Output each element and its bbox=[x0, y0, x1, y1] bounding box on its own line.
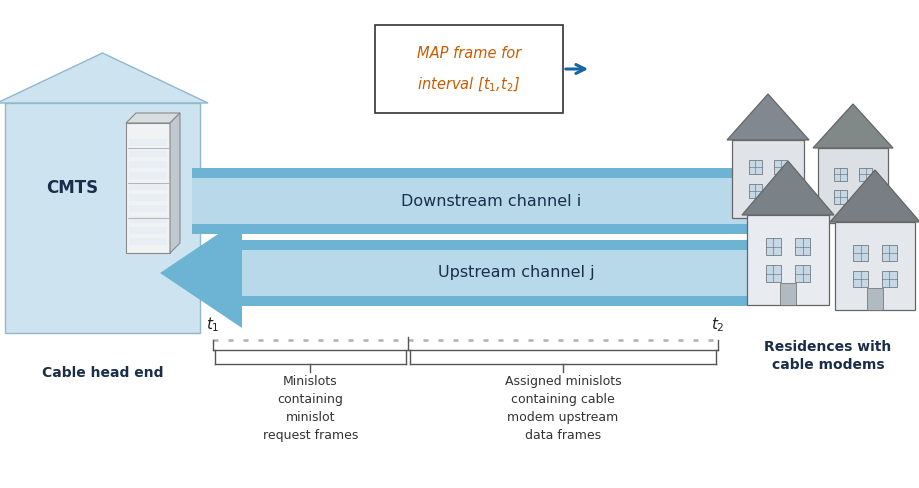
Bar bbox=[129, 172, 167, 179]
Text: interval [$t_1$,$t_2$]: interval [$t_1$,$t_2$] bbox=[417, 76, 520, 94]
Polygon shape bbox=[242, 250, 759, 296]
Bar bbox=[881, 271, 896, 287]
Polygon shape bbox=[746, 215, 828, 305]
Polygon shape bbox=[5, 103, 199, 333]
Bar bbox=[845, 204, 859, 223]
Text: Upstream channel j: Upstream channel j bbox=[437, 265, 594, 281]
Polygon shape bbox=[817, 148, 887, 223]
Polygon shape bbox=[170, 113, 180, 253]
Bar bbox=[765, 265, 779, 282]
Bar bbox=[129, 227, 167, 234]
Text: $t_2$: $t_2$ bbox=[710, 315, 724, 334]
Polygon shape bbox=[192, 178, 759, 224]
Bar bbox=[765, 239, 779, 255]
Polygon shape bbox=[726, 94, 808, 140]
Bar bbox=[866, 288, 882, 310]
Bar bbox=[834, 167, 845, 181]
Text: Downstream channel i: Downstream channel i bbox=[401, 194, 581, 208]
Bar bbox=[779, 283, 795, 305]
Bar bbox=[375, 25, 562, 113]
Bar bbox=[748, 183, 761, 198]
Bar bbox=[129, 238, 167, 245]
Polygon shape bbox=[834, 222, 914, 310]
Bar bbox=[881, 245, 896, 261]
Bar bbox=[853, 271, 867, 287]
Text: Minislots
containing
minislot
request frames: Minislots containing minislot request fr… bbox=[263, 375, 357, 442]
Bar bbox=[748, 160, 761, 174]
Polygon shape bbox=[126, 123, 170, 253]
Bar bbox=[795, 239, 810, 255]
Polygon shape bbox=[812, 104, 892, 148]
Polygon shape bbox=[160, 218, 759, 328]
Bar bbox=[795, 265, 810, 282]
Text: Cable head end: Cable head end bbox=[41, 366, 163, 380]
Polygon shape bbox=[829, 170, 919, 222]
Bar bbox=[129, 205, 167, 212]
Bar bbox=[774, 160, 787, 174]
Text: CMTS: CMTS bbox=[46, 179, 98, 197]
Bar bbox=[129, 161, 167, 168]
Bar bbox=[129, 150, 167, 157]
Polygon shape bbox=[192, 146, 800, 256]
Bar bbox=[129, 194, 167, 201]
Bar bbox=[858, 167, 871, 181]
Polygon shape bbox=[742, 161, 834, 215]
Bar bbox=[129, 216, 167, 223]
Bar bbox=[129, 139, 167, 146]
Polygon shape bbox=[126, 113, 180, 123]
Bar bbox=[858, 190, 871, 203]
Text: Residences with
cable modems: Residences with cable modems bbox=[764, 340, 891, 372]
Polygon shape bbox=[732, 140, 803, 218]
Text: $t_1$: $t_1$ bbox=[206, 315, 220, 334]
Polygon shape bbox=[0, 53, 208, 103]
Text: MAP frame for: MAP frame for bbox=[416, 46, 520, 61]
Bar bbox=[853, 245, 867, 261]
Bar bbox=[774, 183, 787, 198]
Bar bbox=[760, 199, 775, 218]
Bar bbox=[129, 183, 167, 190]
Text: Assigned minislots
containing cable
modem upstream
data frames: Assigned minislots containing cable mode… bbox=[505, 375, 620, 442]
Bar bbox=[834, 190, 845, 203]
